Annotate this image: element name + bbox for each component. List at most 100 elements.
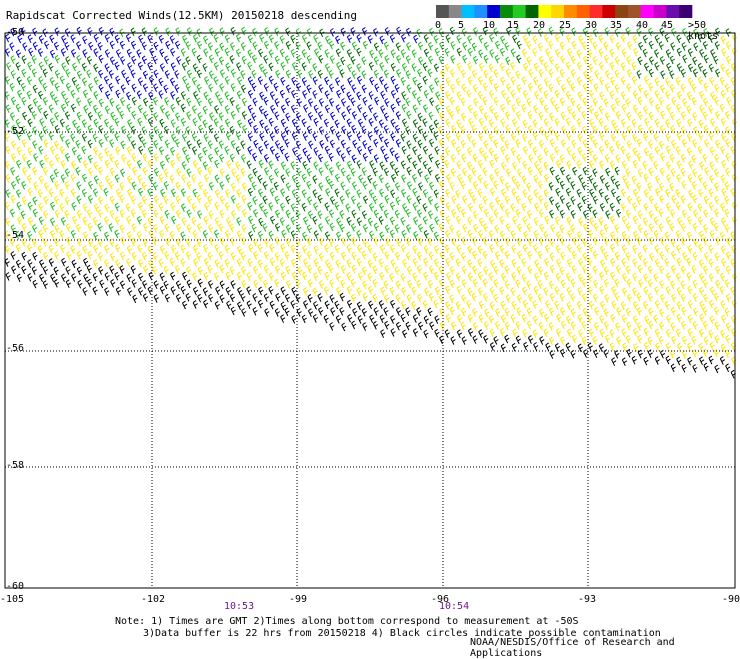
wind-barb [72, 215, 78, 225]
wind-barb [521, 313, 527, 323]
wind-barb [422, 189, 429, 198]
wind-barb [669, 153, 675, 163]
wind-barb [632, 327, 639, 337]
wind-barb [500, 272, 507, 282]
wind-barb [632, 202, 638, 211]
wind-barb [230, 68, 236, 78]
wind-barb [367, 145, 373, 155]
wind-barb [724, 181, 730, 191]
wind-barb [478, 49, 484, 59]
wind-barb [581, 336, 587, 346]
wind-barb [192, 63, 198, 73]
wind-barb [312, 90, 318, 99]
wind-barb [721, 132, 727, 142]
wind-barb [416, 279, 422, 289]
wind-barb [621, 258, 627, 267]
wind-barb [82, 216, 88, 226]
wind-barb [174, 70, 180, 79]
wind-barb [549, 209, 555, 219]
wind-barb [132, 294, 138, 304]
wind-barb [346, 272, 352, 281]
wind-barb [588, 132, 595, 142]
wind-barb [185, 41, 191, 50]
wind-barb [500, 314, 507, 324]
wind-barb [334, 188, 340, 198]
wind-barb [659, 308, 665, 318]
wind-barb [621, 131, 627, 141]
wind-barb [137, 272, 144, 282]
wind-barb [263, 55, 269, 64]
wind-barb [648, 82, 654, 92]
wind-barb [302, 89, 308, 99]
wind-barb [444, 244, 450, 254]
wind-barb [98, 83, 104, 93]
wind-barb [570, 196, 576, 205]
wind-barb [614, 84, 620, 93]
wind-barb [318, 280, 325, 289]
wind-barb [164, 70, 170, 79]
wind-barb [709, 146, 715, 156]
wind-barb [713, 292, 719, 302]
wind-barb [301, 314, 307, 324]
wind-barb [406, 42, 412, 51]
wind-barb [219, 181, 225, 190]
wind-barb [422, 145, 429, 155]
wind-barb [160, 188, 166, 198]
wind-barb [401, 103, 407, 113]
wind-barb [720, 272, 726, 282]
wind-barb [153, 167, 160, 177]
wind-barb [636, 182, 642, 191]
wind-barb [358, 174, 364, 184]
wind-barb [306, 251, 312, 260]
wind-barb [699, 272, 705, 282]
wind-barb [252, 293, 258, 302]
wind-barb [434, 47, 440, 57]
wind-barb [686, 257, 692, 267]
wind-barb [460, 112, 467, 122]
wind-barb [636, 138, 642, 148]
wind-barb [653, 133, 659, 142]
wind-barb [226, 300, 232, 310]
wind-barb [252, 196, 258, 205]
legend-swatch [448, 5, 462, 18]
wind-barb [434, 286, 441, 296]
wind-barb [660, 84, 666, 94]
wind-barb [186, 209, 192, 218]
wind-barb [109, 209, 115, 219]
wind-barb [692, 321, 698, 330]
wind-barb [571, 334, 578, 344]
wind-barb [301, 173, 307, 183]
wind-barb [522, 145, 529, 155]
wind-barb [654, 77, 660, 87]
wind-barb [406, 224, 412, 233]
wind-barb [86, 69, 92, 79]
wind-barb [21, 237, 27, 247]
wind-barb [444, 159, 450, 169]
wind-barb [446, 272, 452, 281]
wind-barb [380, 105, 386, 114]
wind-barb [493, 209, 499, 218]
wind-barb [351, 41, 358, 51]
wind-barb [120, 97, 126, 106]
wind-barb [76, 266, 82, 276]
legend-tick-25: 25 [559, 20, 572, 31]
wind-barb [307, 308, 314, 317]
wind-barb [587, 203, 593, 213]
wind-barb [192, 286, 199, 296]
wind-barb [599, 229, 605, 239]
wind-barb [103, 216, 110, 225]
wind-barb [92, 133, 98, 143]
wind-barb [395, 138, 401, 148]
wind-barb [588, 34, 594, 44]
wind-barb [713, 55, 719, 65]
wind-barb [48, 62, 54, 72]
wind-barb [533, 230, 539, 239]
wind-barb [219, 168, 225, 177]
wind-barb [318, 84, 324, 93]
wind-barb [170, 90, 176, 100]
wind-barb [285, 265, 291, 275]
wind-barb [604, 154, 610, 163]
wind-barb [462, 41, 468, 51]
wind-barb [175, 280, 182, 290]
wind-barb [290, 203, 296, 212]
